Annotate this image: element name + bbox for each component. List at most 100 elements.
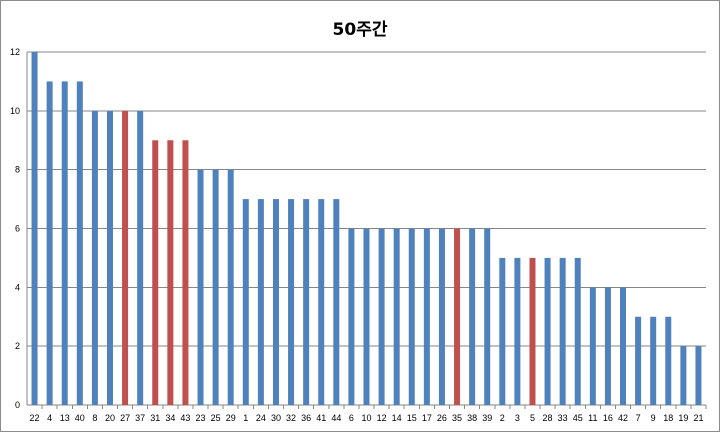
x-tick-label: 20	[105, 413, 115, 423]
x-tick-label: 15	[407, 413, 417, 423]
x-tick-label: 44	[331, 413, 341, 423]
bar	[227, 169, 234, 405]
bar	[499, 257, 506, 405]
bar	[303, 199, 310, 405]
bar	[514, 257, 521, 405]
x-tick-label: 40	[75, 413, 85, 423]
y-tick-label: 0	[15, 400, 20, 410]
x-tick-label: 27	[120, 413, 130, 423]
bar	[589, 287, 596, 405]
x-tick-label: 21	[693, 413, 703, 423]
bar	[544, 257, 551, 405]
bar	[91, 110, 98, 405]
x-tick-label: 32	[286, 413, 296, 423]
bar	[559, 257, 566, 405]
x-tick-label: 36	[301, 413, 311, 423]
bar	[604, 287, 611, 405]
bar	[574, 257, 581, 405]
bar	[680, 346, 687, 405]
y-tick-label: 8	[15, 165, 20, 175]
chart-title: 50주간	[332, 20, 388, 40]
x-tick-label: 17	[422, 413, 432, 423]
y-tick-label: 12	[10, 47, 20, 57]
x-tick-label: 6	[349, 413, 354, 423]
x-tick-label: 38	[467, 413, 477, 423]
bar	[46, 81, 53, 406]
bar	[484, 228, 491, 405]
x-tick-label: 35	[452, 413, 462, 423]
x-tick-label: 12	[377, 413, 387, 423]
bar	[106, 110, 113, 405]
x-tick-label: 3	[515, 413, 520, 423]
y-tick-label: 10	[10, 106, 20, 116]
bar	[469, 228, 476, 405]
y-tick-label: 4	[15, 282, 20, 292]
bar	[454, 228, 461, 405]
bar	[635, 316, 642, 405]
bar	[122, 110, 129, 405]
x-tick-label: 5	[530, 413, 535, 423]
x-tick-label: 4	[47, 413, 52, 423]
bar	[288, 199, 295, 405]
x-tick-label: 24	[256, 413, 266, 423]
x-tick-label: 29	[226, 413, 236, 423]
bar	[393, 228, 400, 405]
x-tick-label: 31	[150, 413, 160, 423]
x-tick-label: 45	[573, 413, 583, 423]
x-tick-label: 34	[165, 413, 175, 423]
bar	[152, 140, 159, 405]
bar	[61, 81, 68, 406]
bar	[212, 169, 219, 405]
x-tick-label: 7	[636, 413, 641, 423]
bar	[272, 199, 279, 405]
x-tick-label: 41	[316, 413, 326, 423]
x-tick-label: 26	[437, 413, 447, 423]
bar	[423, 228, 430, 405]
x-tick-label: 16	[603, 413, 613, 423]
bar	[529, 257, 536, 405]
x-tick-label: 9	[651, 413, 656, 423]
y-tick-label: 6	[15, 224, 20, 234]
bar	[378, 228, 385, 405]
x-tick-label: 22	[30, 413, 40, 423]
bar	[438, 228, 445, 405]
bar	[242, 199, 249, 405]
x-tick-label: 33	[558, 413, 568, 423]
x-tick-label: 18	[663, 413, 673, 423]
bar	[650, 316, 657, 405]
bar	[363, 228, 370, 405]
y-tick-label: 2	[15, 341, 20, 351]
bar	[665, 316, 672, 405]
x-tick-label: 11	[588, 413, 597, 423]
x-tick-label: 37	[135, 413, 145, 423]
x-tick-label: 10	[361, 413, 371, 423]
bar	[76, 81, 83, 406]
bar	[695, 346, 702, 405]
x-tick-label: 23	[196, 413, 206, 423]
bar	[31, 52, 38, 405]
bar	[257, 199, 264, 405]
bar	[348, 228, 355, 405]
bar	[620, 287, 627, 405]
x-tick-label: 19	[678, 413, 688, 423]
bar	[408, 228, 415, 405]
bar	[182, 140, 189, 405]
bar	[333, 199, 340, 405]
x-tick-label: 1	[243, 413, 248, 423]
x-tick-label: 30	[271, 413, 281, 423]
x-tick-label: 14	[392, 413, 402, 423]
bar	[167, 140, 174, 405]
x-tick-label: 8	[92, 413, 97, 423]
bar	[197, 169, 204, 405]
x-tick-label: 39	[482, 413, 492, 423]
x-tick-label: 13	[60, 413, 70, 423]
bar	[318, 199, 325, 405]
x-tick-label: 25	[211, 413, 221, 423]
x-tick-label: 42	[618, 413, 628, 423]
x-tick-label: 28	[543, 413, 553, 423]
x-tick-label: 2	[500, 413, 505, 423]
bar	[137, 110, 144, 405]
x-tick-label: 43	[180, 413, 190, 423]
